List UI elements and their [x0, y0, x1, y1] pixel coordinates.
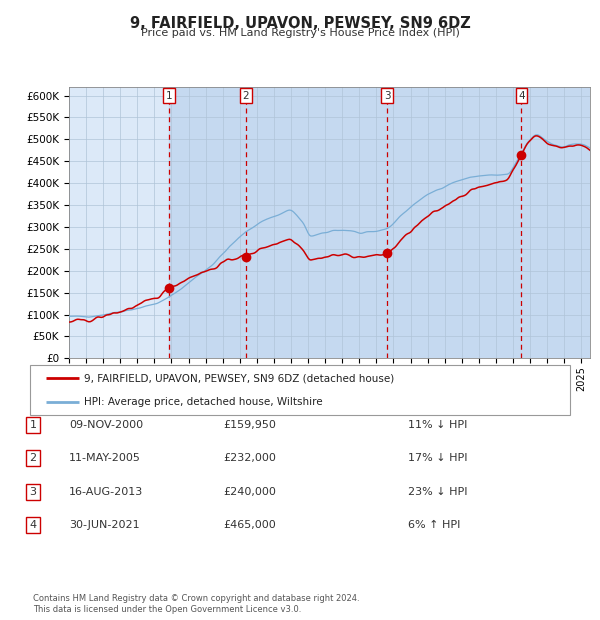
FancyBboxPatch shape — [30, 365, 570, 415]
Text: 4: 4 — [29, 520, 37, 530]
Text: 16-AUG-2013: 16-AUG-2013 — [69, 487, 143, 497]
Text: Price paid vs. HM Land Registry's House Price Index (HPI): Price paid vs. HM Land Registry's House … — [140, 28, 460, 38]
Text: HPI: Average price, detached house, Wiltshire: HPI: Average price, detached house, Wilt… — [84, 397, 323, 407]
Text: 23% ↓ HPI: 23% ↓ HPI — [408, 487, 467, 497]
Bar — [387, 87, 521, 358]
Text: 3: 3 — [29, 487, 37, 497]
Text: 2: 2 — [29, 453, 37, 463]
Text: 3: 3 — [384, 91, 391, 100]
Bar — [521, 87, 590, 358]
Text: £232,000: £232,000 — [223, 453, 276, 463]
Text: 4: 4 — [518, 91, 525, 100]
Text: 1: 1 — [29, 420, 37, 430]
Text: Contains HM Land Registry data © Crown copyright and database right 2024.
This d: Contains HM Land Registry data © Crown c… — [33, 595, 359, 614]
Text: 9, FAIRFIELD, UPAVON, PEWSEY, SN9 6DZ (detached house): 9, FAIRFIELD, UPAVON, PEWSEY, SN9 6DZ (d… — [84, 373, 394, 383]
Bar — [246, 87, 387, 358]
Text: 17% ↓ HPI: 17% ↓ HPI — [408, 453, 467, 463]
Text: £465,000: £465,000 — [223, 520, 276, 530]
Text: 2: 2 — [242, 91, 249, 100]
Bar — [169, 87, 246, 358]
Text: 9, FAIRFIELD, UPAVON, PEWSEY, SN9 6DZ: 9, FAIRFIELD, UPAVON, PEWSEY, SN9 6DZ — [130, 16, 470, 30]
Text: 6% ↑ HPI: 6% ↑ HPI — [408, 520, 460, 530]
Text: £240,000: £240,000 — [223, 487, 276, 497]
Text: 11-MAY-2005: 11-MAY-2005 — [69, 453, 141, 463]
Text: 1: 1 — [166, 91, 172, 100]
Text: 11% ↓ HPI: 11% ↓ HPI — [408, 420, 467, 430]
Text: £159,950: £159,950 — [223, 420, 276, 430]
Text: 30-JUN-2021: 30-JUN-2021 — [69, 520, 140, 530]
Text: 09-NOV-2000: 09-NOV-2000 — [69, 420, 143, 430]
